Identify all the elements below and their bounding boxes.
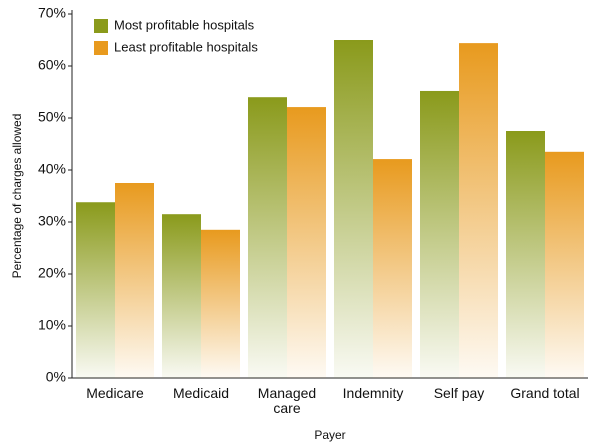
- x-tick-label: Managed care: [257, 385, 317, 416]
- y-tick-label: 0%: [46, 369, 66, 385]
- legend-swatch: [94, 19, 108, 33]
- bar: [248, 97, 287, 378]
- bar: [545, 151, 584, 378]
- bar: [201, 229, 240, 378]
- legend-label: Most profitable hospitals: [114, 17, 255, 32]
- bar: [162, 214, 201, 378]
- y-tick-label: 50%: [38, 109, 66, 125]
- x-tick-label: Grand total: [510, 385, 580, 401]
- x-tick-label: Medicaid: [172, 385, 230, 401]
- x-tick-label: Self pay: [433, 385, 485, 401]
- bar: [287, 107, 326, 378]
- y-axis-title: Percentage of charges allowed: [10, 114, 24, 279]
- y-tick-label: 40%: [38, 161, 66, 177]
- bar: [420, 90, 459, 379]
- y-tick-label: 10%: [38, 317, 66, 333]
- y-tick-label: 60%: [38, 57, 66, 73]
- bar: [76, 202, 115, 378]
- y-tick-label: 30%: [38, 213, 66, 229]
- y-tick-label: 70%: [38, 5, 66, 21]
- y-tick-label: 20%: [38, 265, 66, 281]
- bar: [459, 43, 498, 379]
- legend-label: Least profitable hospitals: [114, 39, 258, 54]
- bar: [373, 159, 412, 378]
- x-tick-label: Medicare: [86, 385, 144, 401]
- bar: [506, 131, 545, 378]
- bar: [334, 40, 373, 378]
- bar: [115, 183, 154, 378]
- x-axis-title: Payer: [314, 428, 345, 442]
- x-tick-label: Indemnity: [342, 385, 404, 401]
- legend-swatch: [94, 41, 108, 55]
